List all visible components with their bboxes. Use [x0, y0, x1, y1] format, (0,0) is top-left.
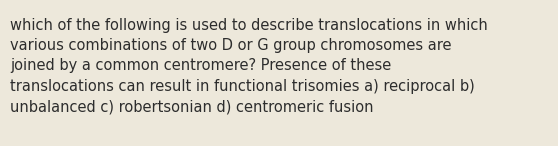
- Text: which of the following is used to describe translocations in which
various combi: which of the following is used to descri…: [10, 18, 488, 114]
